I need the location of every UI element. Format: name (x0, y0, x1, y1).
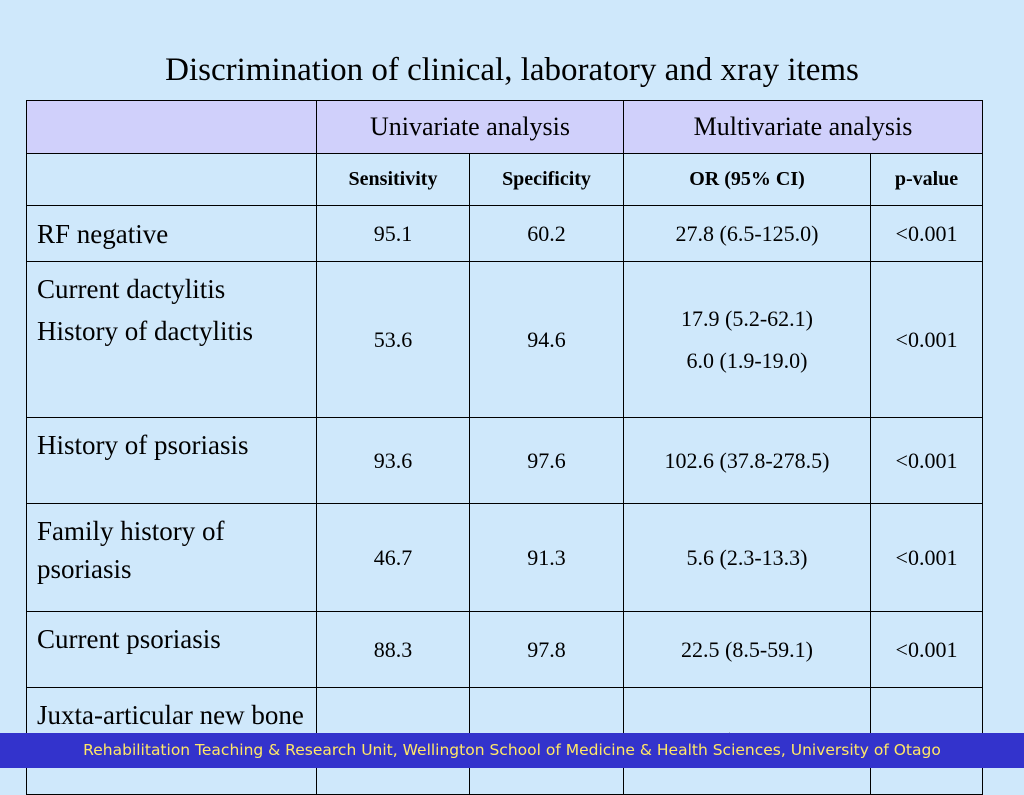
results-table: Univariate analysis Multivariate analysi… (26, 100, 983, 795)
row-label: Current dactylitis History of dactylitis (26, 261, 317, 418)
p-value-cell: <0.001 (870, 611, 983, 688)
row-label: RF negative (26, 205, 317, 262)
sensitivity-cell: 53.6 (316, 261, 470, 418)
or-cell: 22.5 (8.5-59.1) (623, 611, 871, 688)
p-value-cell: <0.001 (870, 205, 983, 262)
or-cell: 5.6 (2.3-13.3) (623, 503, 871, 612)
or-value-current: 17.9 (5.2-62.1) (681, 305, 813, 331)
p-value-cell: <0.001 (870, 261, 983, 418)
row-label-line-1: Current dactylitis (37, 274, 226, 304)
or-cell: 17.9 (5.2-62.1) 6.0 (1.9-19.0) (623, 261, 871, 418)
univariate-header: Univariate analysis (316, 100, 624, 154)
specificity-cell: 91.3 (469, 503, 624, 612)
header-row-groups: Univariate analysis Multivariate analysi… (26, 100, 983, 154)
table-row: Current psoriasis 88.3 97.8 22.5 (8.5-59… (26, 611, 983, 688)
or-cell: 102.6 (37.8-278.5) (623, 417, 871, 504)
or-ci-header: OR (95% CI) (623, 153, 871, 206)
sensitivity-header: Sensitivity (316, 153, 470, 206)
sensitivity-cell: 88.3 (316, 611, 470, 688)
or-value-history: 6.0 (1.9-19.0) (686, 347, 808, 373)
slide-title: Discrimination of clinical, laboratory a… (165, 52, 859, 88)
footer-bar: Rehabilitation Teaching & Research Unit,… (0, 733, 1024, 768)
multivariate-header: Multivariate analysis (623, 100, 983, 154)
specificity-cell: 97.8 (469, 611, 624, 688)
sensitivity-cell: 93.6 (316, 417, 470, 504)
row-label-line-2: History of dactylitis (37, 316, 253, 346)
table-row: History of psoriasis 93.6 97.6 102.6 (37… (26, 417, 983, 504)
specificity-cell: 60.2 (469, 205, 624, 262)
p-value-cell: <0.001 (870, 503, 983, 612)
p-value-cell: <0.001 (870, 417, 983, 504)
specificity-cell: 97.6 (469, 417, 624, 504)
row-label: Family history of psoriasis (26, 503, 317, 612)
table-row: Family history of psoriasis 46.7 91.3 5.… (26, 503, 983, 612)
empty-header-cell (26, 100, 317, 154)
sensitivity-cell: 95.1 (316, 205, 470, 262)
specificity-cell: 94.6 (469, 261, 624, 418)
sensitivity-cell: 46.7 (316, 503, 470, 612)
header-row-columns: Sensitivity Specificity OR (95% CI) p-va… (26, 153, 983, 206)
p-value-header: p-value (870, 153, 983, 206)
empty-subheader-cell (26, 153, 317, 206)
row-label: History of psoriasis (26, 417, 317, 504)
footer-text: Rehabilitation Teaching & Research Unit,… (83, 741, 941, 759)
table-row: RF negative 95.1 60.2 27.8 (6.5-125.0) <… (26, 205, 983, 262)
specificity-header: Specificity (469, 153, 624, 206)
row-label: Current psoriasis (26, 611, 317, 688)
table-row: Current dactylitis History of dactylitis… (26, 261, 983, 418)
or-cell: 27.8 (6.5-125.0) (623, 205, 871, 262)
